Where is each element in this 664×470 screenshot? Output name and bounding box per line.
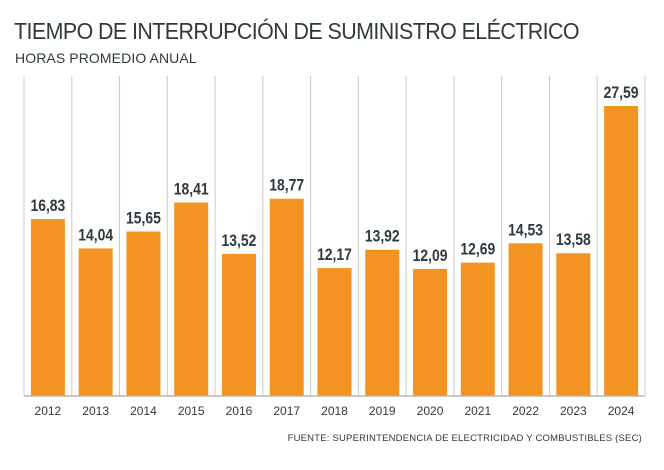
x-tick-label: 2019 [369, 404, 396, 418]
data-label: 14,53 [508, 221, 543, 240]
data-label: 27,59 [604, 84, 639, 103]
bar [317, 268, 352, 396]
bar [30, 219, 65, 396]
x-tick-label: 2018 [321, 404, 348, 418]
bar [508, 243, 543, 396]
x-tick-label: 2014 [130, 404, 157, 418]
data-label: 18,41 [174, 180, 209, 199]
x-tick-label: 2022 [512, 404, 539, 418]
data-label: 18,77 [269, 176, 304, 195]
data-label: 12,17 [317, 246, 352, 265]
x-tick-label: 2015 [178, 404, 205, 418]
x-tick-label: 2023 [560, 404, 587, 418]
bar [604, 106, 639, 396]
bar [221, 253, 256, 396]
x-tick-label: 2024 [608, 404, 635, 418]
bar [174, 202, 209, 396]
bar [460, 262, 495, 396]
x-tick-label: 2016 [226, 404, 253, 418]
source-note: FUENTE: SUPERINTENDENCIA DE ELECTRICIDAD… [287, 433, 642, 444]
x-tick-label: 2020 [417, 404, 444, 418]
data-label: 13,58 [556, 231, 591, 250]
chart-title: TIEMPO DE INTERRUPCIÓN DE SUMINISTRO ELÉ… [14, 18, 580, 44]
bar [269, 198, 304, 396]
bar [78, 248, 113, 396]
x-tick-label: 2021 [464, 404, 491, 418]
bar [413, 268, 448, 396]
data-label: 15,65 [126, 209, 161, 228]
chart-subtitle: HORAS PROMEDIO ANUAL [15, 50, 197, 66]
bar [365, 249, 400, 396]
data-label: 13,52 [222, 232, 257, 251]
x-tick-label: 2012 [35, 404, 62, 418]
x-tick-label: 2017 [273, 404, 300, 418]
data-label: 16,83 [30, 197, 65, 216]
bar [556, 253, 591, 396]
bar [126, 231, 161, 396]
data-label: 12,69 [460, 240, 495, 259]
data-label: 12,09 [413, 247, 448, 266]
x-tick-label: 2013 [82, 404, 109, 418]
data-label: 14,04 [78, 226, 113, 245]
data-label: 13,92 [365, 227, 400, 246]
